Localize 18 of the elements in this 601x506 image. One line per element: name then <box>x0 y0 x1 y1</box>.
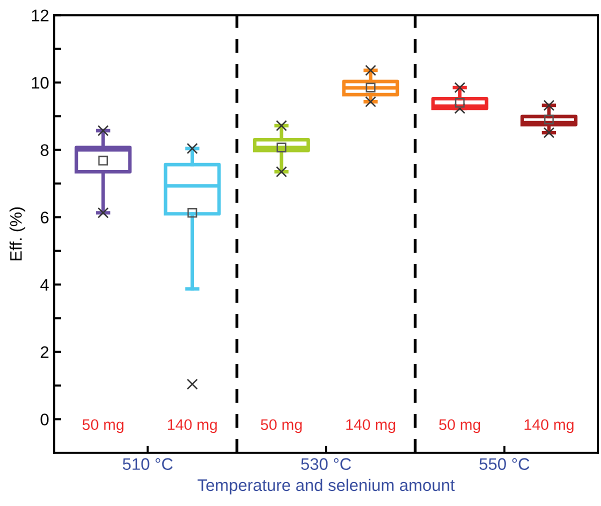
x-tick-label: 140 mg <box>168 419 217 434</box>
text: 550 °C <box>479 458 530 470</box>
text: 510 °C <box>122 458 173 470</box>
x-tick-label: 50 mg <box>82 419 124 434</box>
x-axis-title: Temperature and selenium amount <box>198 478 455 494</box>
x-tick-label: 50 mg <box>439 419 480 434</box>
y-tick-label: 10 <box>32 76 49 89</box>
y-tick-label: 0 <box>40 414 49 426</box>
y-tick-label: 4 <box>40 279 49 291</box>
x-tick-label: 140 mg <box>524 419 574 434</box>
y-tick-label: 2 <box>40 346 48 358</box>
y-tick-label: 12 <box>32 10 48 22</box>
y-tick-label: 6 <box>40 212 48 224</box>
x-tick-label: 140 mg <box>346 419 396 434</box>
y-tick-label: 8 <box>40 144 49 156</box>
x-tick-label: 50 mg <box>260 419 302 434</box>
y-axis-title: Eff. (%) <box>10 207 26 260</box>
text: 530 °C <box>301 458 351 470</box>
